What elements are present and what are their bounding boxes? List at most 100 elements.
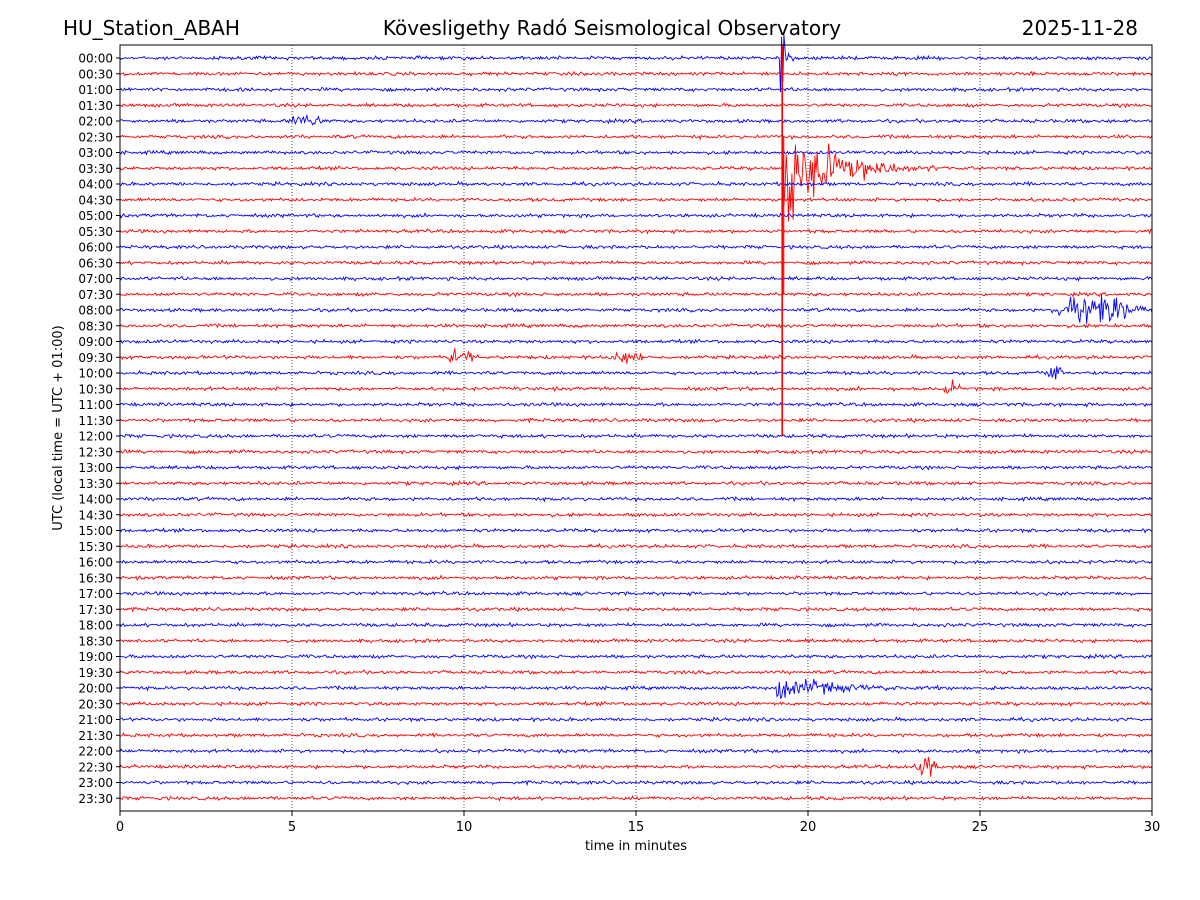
seismic-traces (119, 34, 1153, 802)
trace-0030 (119, 70, 1153, 77)
y-tick-label: 00:30 (78, 67, 113, 81)
y-tick-label: 20:00 (78, 682, 113, 696)
trace-0500 (119, 212, 1153, 219)
trace-0800 (119, 294, 1153, 324)
y-tick-label: 15:30 (78, 540, 113, 554)
y-tick-label: 01:00 (78, 83, 113, 97)
y-tick-label: 02:00 (78, 115, 113, 129)
trace-0730 (119, 291, 1153, 298)
trace-1200 (119, 432, 1153, 440)
y-tick-label: 04:30 (78, 193, 113, 207)
trace-1730 (119, 606, 1153, 613)
y-tick-label: 08:30 (78, 319, 113, 333)
y-tick-label: 17:00 (78, 587, 113, 601)
y-tick-label: 19:30 (78, 666, 113, 680)
x-tick-label: 0 (116, 820, 124, 835)
trace-2000 (119, 678, 1153, 699)
trace-1330 (119, 480, 1153, 487)
trace-1100 (119, 401, 1153, 408)
trace-1530 (119, 542, 1153, 550)
y-tick-label: 01:30 (78, 99, 113, 113)
trace-1000 (119, 366, 1153, 380)
trace-0930 (119, 348, 1153, 364)
y-tick-label: 12:30 (78, 445, 113, 459)
trace-2230 (119, 757, 1153, 777)
plot-date: 2025-11-28 (1021, 16, 1138, 40)
y-tick-label: 07:30 (78, 288, 113, 302)
trace-0900 (119, 338, 1153, 345)
trace-1400 (119, 495, 1153, 503)
trace-0100 (119, 86, 1153, 93)
trace-0700 (119, 275, 1153, 282)
trace-0530 (119, 228, 1153, 235)
y-tick-label: 15:00 (78, 524, 113, 538)
station-name: HU_Station_ABAH (63, 16, 240, 40)
y-tick-label: 14:30 (78, 508, 113, 522)
trace-0400 (119, 180, 1153, 187)
y-tick-label: 22:30 (78, 760, 113, 774)
y-tick-label: 10:30 (78, 382, 113, 396)
y-tick-label: 14:00 (78, 493, 113, 507)
grid-lines (291, 45, 981, 811)
trace-0600 (119, 244, 1153, 251)
observatory-title: Kövesligethy Radó Seismological Observat… (382, 16, 842, 40)
y-tick-label: 04:00 (78, 178, 113, 192)
y-tick-label: 02:30 (78, 130, 113, 144)
trace-2330 (119, 795, 1153, 802)
x-tick-label: 30 (1144, 820, 1161, 835)
y-tick-label: 00:00 (78, 52, 113, 66)
trace-1230 (119, 448, 1153, 455)
x-tick-label: 15 (628, 820, 645, 835)
trace-1830 (119, 637, 1153, 644)
y-tick-label: 18:00 (78, 619, 113, 633)
trace-1130 (119, 417, 1153, 424)
trace-2300 (119, 779, 1153, 787)
trace-0300 (119, 149, 1153, 156)
y-tick-label: 09:30 (78, 351, 113, 365)
y-tick-label: 11:30 (78, 414, 113, 428)
x-tick-label: 25 (972, 820, 989, 835)
y-tick-label: 13:00 (78, 461, 113, 475)
y-tick-label: 06:00 (78, 241, 113, 255)
trace-0130 (119, 102, 1153, 109)
y-tick-label: 13:30 (78, 477, 113, 491)
trace-0330 (119, 143, 1153, 222)
x-tick-label: 10 (456, 820, 473, 835)
y-tick-label: 22:00 (78, 745, 113, 759)
trace-0200 (119, 113, 1153, 126)
x-tick-label: 20 (800, 820, 817, 835)
trace-0630 (119, 259, 1153, 266)
trace-1500 (119, 527, 1153, 534)
y-tick-label: 17:30 (78, 603, 113, 617)
y-tick-label: 16:30 (78, 571, 113, 585)
x-axis-label: time in minutes (585, 839, 687, 854)
y-tick-label: 11:00 (78, 398, 113, 412)
y-tick-label: 21:00 (78, 713, 113, 727)
y-tick-label: 18:30 (78, 634, 113, 648)
trace-2200 (119, 747, 1153, 755)
trace-1030 (119, 379, 1153, 394)
y-tick-label: 06:30 (78, 256, 113, 270)
y-tick-label: 08:00 (78, 304, 113, 318)
trace-1800 (119, 621, 1153, 629)
trace-1900 (119, 653, 1153, 660)
y-tick-label: 20:30 (78, 697, 113, 711)
trace-1600 (119, 558, 1153, 565)
y-tick-label: 23:00 (78, 776, 113, 790)
y-tick-label: 03:30 (78, 162, 113, 176)
trace-0830 (119, 322, 1152, 329)
trace-1700 (119, 590, 1153, 597)
trace-2100 (119, 716, 1153, 723)
y-tick-label: 05:30 (78, 225, 113, 239)
trace-1300 (119, 464, 1153, 471)
trace-1630 (119, 574, 1153, 581)
y-tick-label: 03:00 (78, 146, 113, 160)
y-tick-label: 07:00 (78, 272, 113, 286)
y-tick-label: 16:00 (78, 556, 113, 570)
y-tick-label: 05:00 (78, 209, 113, 223)
trace-1930 (119, 669, 1153, 676)
y-tick-label: 10:00 (78, 367, 113, 381)
y-tick-label: 09:00 (78, 335, 113, 349)
